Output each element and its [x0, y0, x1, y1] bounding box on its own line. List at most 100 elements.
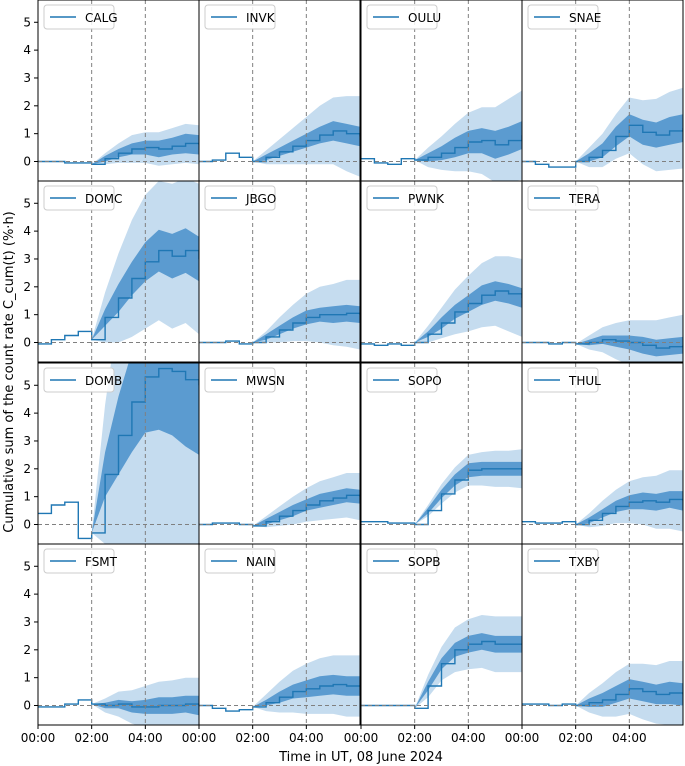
panel-txby: TXBY 00:00 02:00 04:00 [505, 543, 684, 745]
legend-box [204, 4, 276, 30]
x-tick-label: 02:00 [558, 731, 593, 745]
y-tick-label: 4 [23, 587, 31, 601]
series-line [361, 135, 522, 165]
legend-box [527, 4, 599, 30]
panel-sopb: SOPB 00:00 02:00 04:00 [344, 543, 523, 745]
x-tick-label: 04:00 [289, 731, 324, 745]
panel-fsmt: FSMT 0 1 2 3 4 5 00:00 02:00 04:00 [21, 543, 200, 745]
uncertainty-band-outer [522, 87, 683, 172]
y-tick-label: 3 [23, 252, 31, 266]
series-line [361, 290, 522, 346]
x-tick-label: 00:00 [344, 731, 379, 745]
y-tick-label: 1 [23, 671, 31, 685]
panel-nain: NAIN 00:00 02:00 04:00 [182, 543, 361, 745]
figure-xlabel: Time in UT, 08 June 2024 [278, 750, 443, 765]
legend-box [527, 367, 599, 393]
uncertainty-band-inner [522, 491, 683, 525]
y-tick-label: 5 [23, 559, 31, 573]
y-tick-label: 5 [23, 378, 31, 392]
legend-box [204, 548, 276, 574]
panel-domc: DOMC 0 1 2 3 4 5 [23, 180, 200, 363]
uncertainty-band-inner [361, 633, 522, 709]
y-tick-label: 0 [23, 518, 31, 532]
legend-box [204, 367, 276, 393]
y-tick-label: 0 [23, 155, 31, 169]
x-tick-label: 00:00 [21, 731, 56, 745]
y-tick-label: 5 [23, 196, 31, 210]
panel-snae: SNAE [521, 0, 684, 182]
panel-frame [521, 180, 684, 363]
legend-box [366, 548, 438, 574]
y-tick-label: 3 [23, 615, 31, 629]
series-line [199, 312, 360, 345]
legend-label: DOMC [85, 192, 122, 206]
legend-label: DOMB [85, 374, 122, 388]
y-tick-label: 1 [23, 308, 31, 322]
panel-invk: INVK [198, 0, 361, 182]
legend-box [43, 548, 115, 574]
panel-grid: CALG 0 1 2 3 4 5 INVK OULU SNAE DOMC 0 1 2 3 4 5 JBGO PWNK… [21, 0, 684, 745]
legend-label: THUL [568, 374, 601, 388]
panel-calg: CALG 0 1 2 3 4 5 [23, 0, 200, 182]
series-line [38, 367, 199, 540]
uncertainty-band-outer [199, 473, 360, 528]
y-tick-label: 0 [23, 336, 31, 350]
uncertainty-band-outer [522, 470, 683, 532]
y-tick-label: 3 [23, 71, 31, 85]
series-line [522, 498, 683, 526]
legend-label: SNAE [569, 11, 601, 25]
legend-label: JBGO [245, 192, 276, 206]
y-tick-label: 3 [23, 434, 31, 448]
legend-box [204, 185, 276, 211]
uncertainty-band-outer [361, 90, 522, 181]
legend-label: MWSN [246, 374, 285, 388]
legend-label: SOPO [408, 374, 442, 388]
y-tick-label: 4 [23, 43, 31, 57]
x-tick-label: 04:00 [451, 731, 486, 745]
uncertainty-band-inner [199, 488, 360, 526]
panel-pwnk: PWNK [360, 180, 523, 363]
figure-ylabel: Cumulative sum of the count rate C_cum(t… [2, 211, 17, 532]
uncertainty-band-outer [38, 181, 199, 344]
series-line [361, 468, 522, 526]
y-tick-label: 5 [23, 15, 31, 29]
series-line [199, 683, 360, 712]
y-tick-label: 2 [23, 462, 31, 476]
uncertainty-band-inner [361, 121, 522, 165]
legend-box [43, 367, 115, 393]
legend-label: INVK [246, 11, 276, 25]
legend-box [366, 185, 438, 211]
uncertainty-band-inner [199, 121, 360, 162]
y-tick-label: 1 [23, 490, 31, 504]
x-tick-label: 02:00 [397, 731, 432, 745]
uncertainty-band-outer [361, 256, 522, 346]
legend-box [366, 367, 438, 393]
panel-frame [198, 180, 361, 363]
panel-tera: TERA [521, 180, 684, 363]
y-tick-label: 0 [23, 699, 31, 713]
y-tick-label: 1 [23, 127, 31, 141]
panel-thul: THUL [521, 362, 684, 545]
series-line [522, 339, 683, 349]
legend-box [43, 185, 115, 211]
x-tick-label: 02:00 [235, 731, 270, 745]
series-line [199, 494, 360, 527]
series-line [522, 124, 683, 168]
legend-label: PWNK [408, 192, 445, 206]
legend-box [527, 548, 599, 574]
legend-label: CALG [85, 11, 118, 25]
x-tick-label: 00:00 [182, 731, 217, 745]
panel-frame [198, 543, 361, 726]
x-tick-label: 04:00 [612, 731, 647, 745]
panel-sopo: SOPO [360, 362, 523, 545]
legend-label: FSMT [85, 555, 118, 569]
legend-label: TXBY [568, 555, 600, 569]
legend-label: OULU [408, 11, 441, 25]
x-tick-label: 04:00 [128, 731, 163, 745]
uncertainty-band-outer [199, 279, 360, 350]
legend-label: SOPB [408, 555, 441, 569]
y-tick-label: 4 [23, 406, 31, 420]
panel-frame [521, 543, 684, 726]
uncertainty-band-inner [522, 679, 683, 707]
